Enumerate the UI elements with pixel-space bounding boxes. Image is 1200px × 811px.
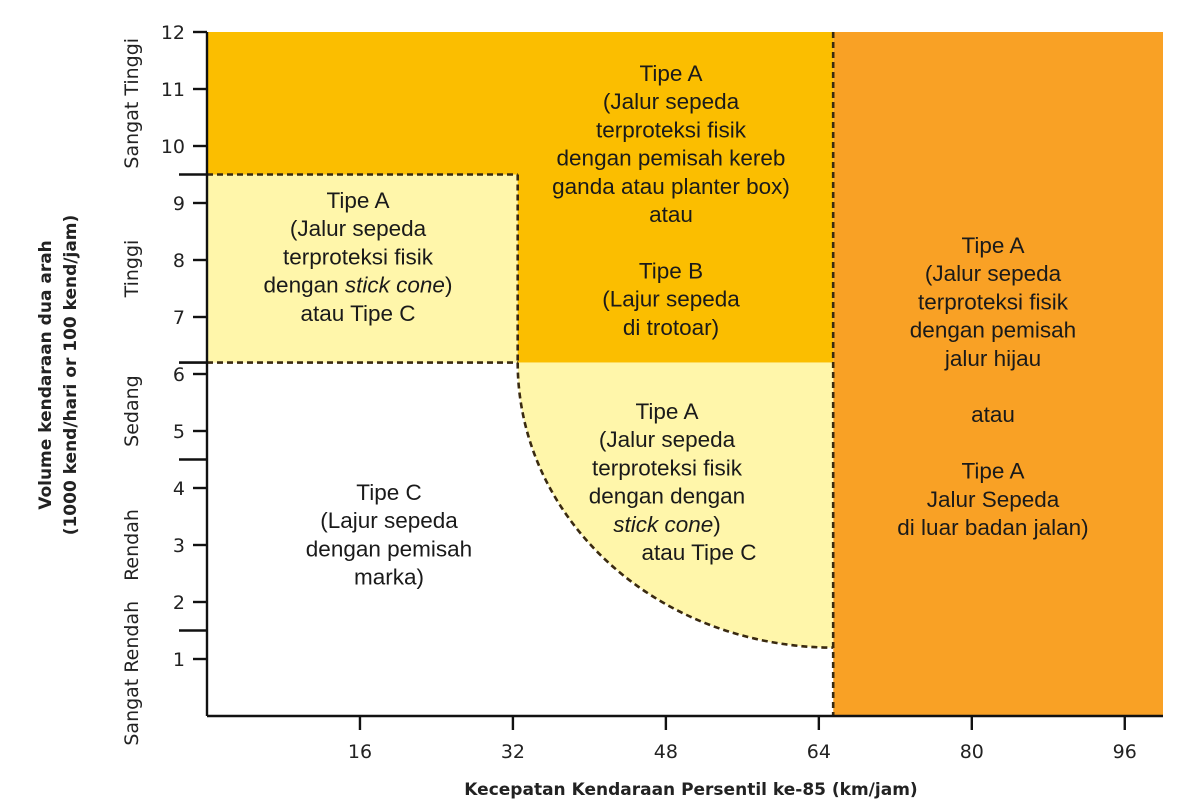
region-label-lower-left: Tipe C (Lajur sepeda dengan pemisah marka): [306, 480, 472, 590]
x-tick-label: 96: [1113, 741, 1137, 763]
y-tick-label: 6: [173, 364, 185, 386]
y-tick-label: 8: [173, 250, 185, 272]
y-tick-label: 3: [173, 535, 185, 557]
y-tick-label: 11: [161, 79, 185, 101]
y-tick-label: 1: [173, 649, 185, 671]
region-medium-upper-left: [207, 174, 518, 363]
region-label-high-volume: Tipe A (Jalur sepeda terproteksi fisik deng…: [552, 61, 790, 340]
y-axis-title: Volume kendaraan dua arah (1000 kend/hari…: [36, 215, 81, 536]
region-label-high-speed: Tipe A (Jalur sepeda terproteksi fisik deng…: [897, 233, 1088, 540]
x-tick-label: 64: [807, 741, 831, 763]
x-axis-title: Kecepatan Kendaraan Persentil ke-85 (km/…: [464, 780, 917, 800]
x-tick-label: 80: [960, 741, 984, 763]
region-label-upper-left: Tipe A (Jalur sepeda terproteksi fisik deng…: [264, 188, 453, 326]
volume-category-label: Rendah: [121, 509, 143, 581]
volume-category-label: Sangat Tinggi: [121, 38, 143, 169]
x-tick-label: 32: [501, 741, 525, 763]
x-ticks: 16 32 48 64 80 96: [348, 716, 1137, 763]
x-tick-label: 48: [654, 741, 678, 763]
x-tick-label: 16: [348, 741, 372, 763]
y-tick-label: 9: [173, 193, 185, 215]
volume-category-label: Sangat Rendah: [121, 601, 143, 746]
region-high-speed: [833, 32, 1163, 716]
y-tick-label: 2: [173, 592, 185, 614]
volume-category-bounds: [179, 173, 207, 632]
y-tick-label: 5: [173, 421, 185, 443]
y-tick-label: 12: [161, 22, 185, 44]
y-tick-label: 4: [173, 478, 185, 500]
region-label-quarter-circle: Tipe A (Jalur sepeda terproteksi fisik deng…: [589, 399, 757, 565]
volume-category-label: Sedang: [121, 375, 143, 447]
volume-category-label: Tinggi: [121, 240, 143, 299]
y-tick-label: 10: [161, 136, 185, 158]
y-tick-label: 7: [173, 307, 185, 329]
volume-category-labels: Sangat Rendah Rendah Sedang Tinggi Sangat Ti…: [121, 38, 143, 746]
region-medium-quarter-circle: [517, 362, 834, 648]
